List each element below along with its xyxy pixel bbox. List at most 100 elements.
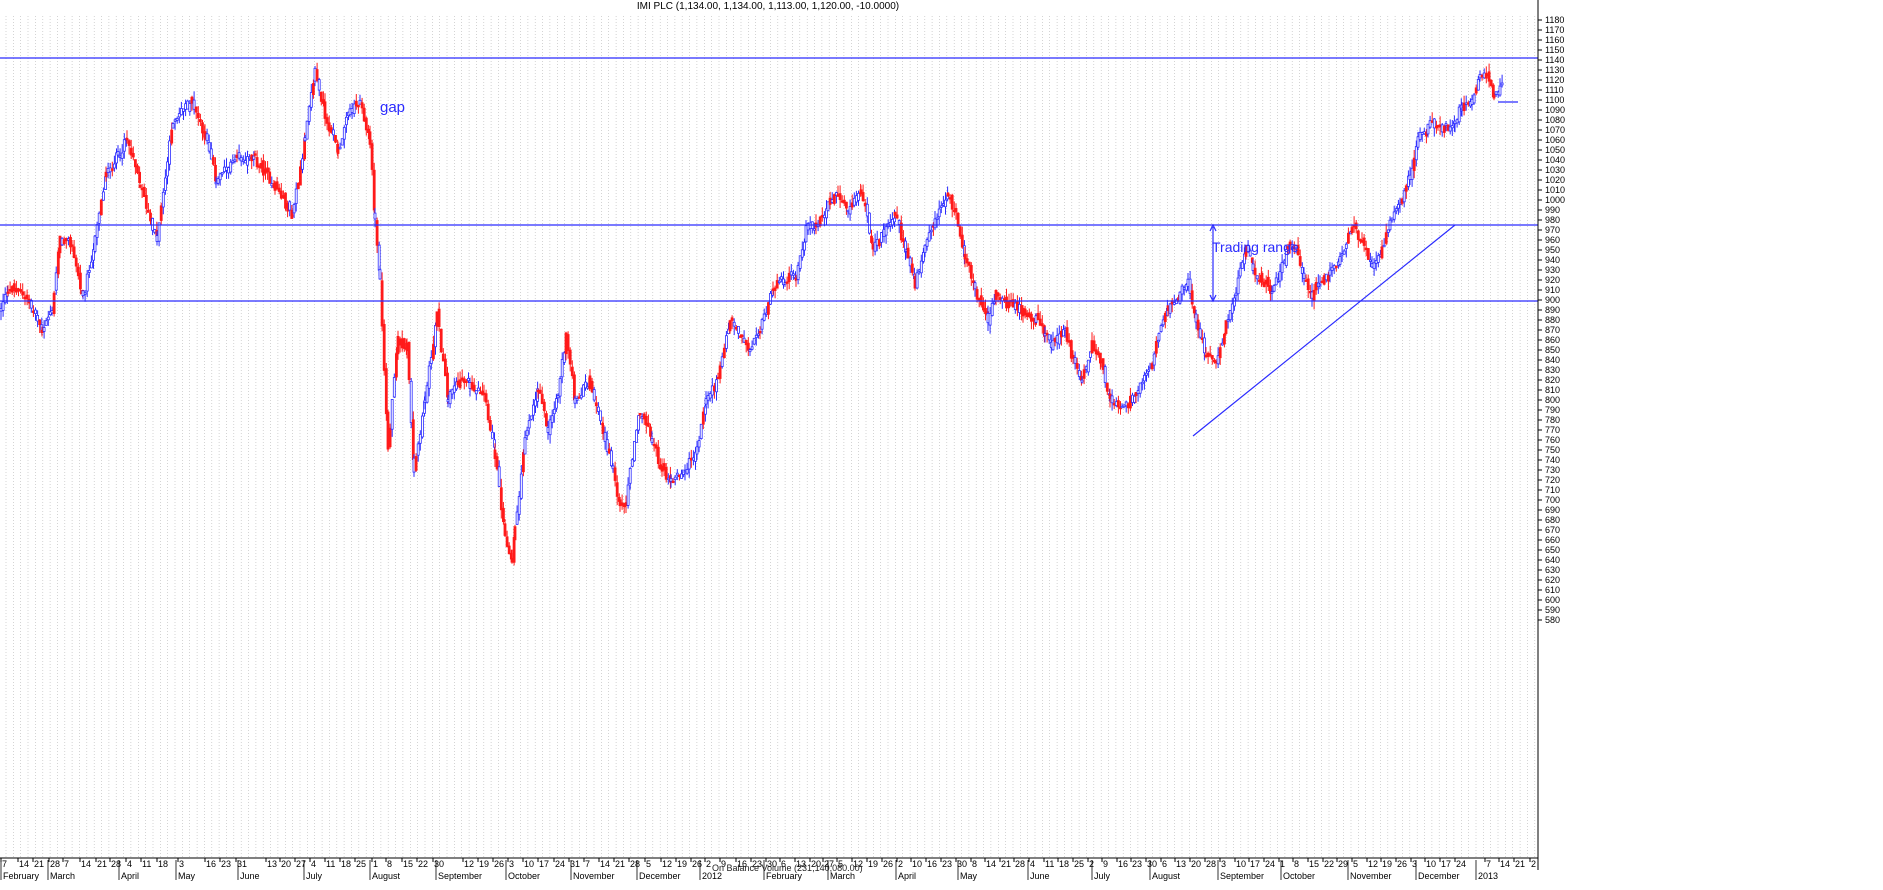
candle-body [1418, 131, 1422, 140]
x-day-label: 14 [1500, 859, 1510, 869]
candle-body [1340, 253, 1344, 256]
candle-body [662, 463, 666, 471]
candle-body [725, 335, 728, 349]
y-tick-label: 840 [1545, 355, 1560, 365]
x-day-label: 28 [111, 859, 121, 869]
candle-body [1460, 107, 1464, 111]
candle-body [1145, 372, 1148, 376]
candle-body [323, 101, 327, 119]
candle-body [149, 212, 152, 222]
candle-body [81, 290, 85, 296]
candle-body [1278, 271, 1282, 282]
candle-body [708, 393, 712, 399]
x-day-label: 23 [752, 859, 762, 869]
candle-body [268, 171, 272, 184]
candle-body [764, 312, 768, 316]
candle-body [431, 344, 435, 360]
candle-body [1444, 123, 1448, 126]
candle-body [673, 476, 677, 480]
y-tick-label: 740 [1545, 455, 1560, 465]
candle-body [1062, 328, 1065, 337]
y-tick-label: 970 [1545, 225, 1560, 235]
y-tick-label: 620 [1545, 575, 1560, 585]
candle-body [255, 157, 259, 168]
y-tick-label: 940 [1545, 255, 1560, 265]
x-day-label: 5 [1353, 859, 1358, 869]
x-day-label: 5 [838, 859, 843, 869]
candle-body [540, 393, 544, 405]
candle-body [687, 458, 691, 470]
candle-body [675, 472, 679, 476]
x-day-label: 7 [2, 859, 7, 869]
candle-body [44, 320, 48, 326]
candle-body [599, 410, 602, 422]
candle-body [820, 215, 824, 218]
candle-body [742, 337, 746, 343]
x-day-label: 3 [1221, 859, 1226, 869]
candle-body [1272, 285, 1276, 292]
candle-body [615, 482, 619, 497]
candle-body [1124, 401, 1128, 407]
candle-body [497, 466, 501, 487]
x-month-label: May [960, 871, 978, 881]
candle-body [203, 131, 207, 140]
x-day-label: 17 [539, 859, 549, 869]
candle-body [277, 187, 281, 192]
candle-body [975, 289, 979, 300]
candle-body [464, 380, 468, 384]
candle-body [630, 459, 634, 467]
y-tick-label: 790 [1545, 405, 1560, 415]
candle-body [1192, 306, 1196, 314]
y-tick-label: 830 [1545, 365, 1560, 375]
candle-body [490, 431, 494, 439]
candle-body [1133, 395, 1136, 403]
candle-body [796, 265, 800, 281]
candle-body [1099, 360, 1103, 363]
candle-body [758, 330, 762, 334]
candle-body [579, 394, 583, 399]
candle-body [25, 294, 29, 300]
candle-body [434, 324, 437, 348]
x-day-label: 14 [19, 859, 29, 869]
candle-body [83, 292, 87, 295]
candle-body [1464, 102, 1468, 105]
candle-body [1466, 102, 1470, 105]
candle-body [157, 222, 161, 242]
candle-body [486, 403, 490, 421]
candle-body [331, 129, 335, 136]
candle-body [532, 404, 535, 416]
y-tick-label: 1100 [1545, 95, 1564, 105]
candle-body [266, 167, 270, 173]
candle-body [392, 377, 396, 398]
candle-body [315, 69, 319, 81]
candle-body [1426, 123, 1430, 135]
y-tick-label: 1170 [1545, 25, 1564, 35]
candle-body [545, 413, 548, 427]
candle-body [1092, 340, 1096, 352]
candle-body [1304, 279, 1308, 282]
candle-body [950, 194, 954, 210]
candle-body [74, 257, 78, 267]
x-month-label: October [508, 871, 540, 881]
candle-body [1216, 355, 1220, 365]
candle-body [182, 108, 185, 112]
y-tick-label: 870 [1545, 325, 1560, 335]
candle-body [1251, 263, 1255, 271]
candle-body [198, 119, 202, 123]
candle-body [1166, 305, 1170, 312]
y-tick-label: 590 [1545, 605, 1560, 615]
x-day-label: 19 [1382, 859, 1392, 869]
candle-body [685, 469, 689, 474]
candle-body [1103, 366, 1107, 384]
candle-body [414, 456, 418, 471]
y-tick-label: 780 [1545, 415, 1560, 425]
candle-body [146, 209, 150, 213]
x-day-label: 28 [630, 859, 640, 869]
candle-body [1122, 404, 1126, 408]
candle-body [1148, 366, 1152, 370]
candle-body [899, 222, 903, 241]
candle-body [1442, 125, 1446, 133]
candle-body [548, 419, 552, 436]
candle-body [1394, 208, 1398, 212]
candle-body [960, 234, 964, 248]
